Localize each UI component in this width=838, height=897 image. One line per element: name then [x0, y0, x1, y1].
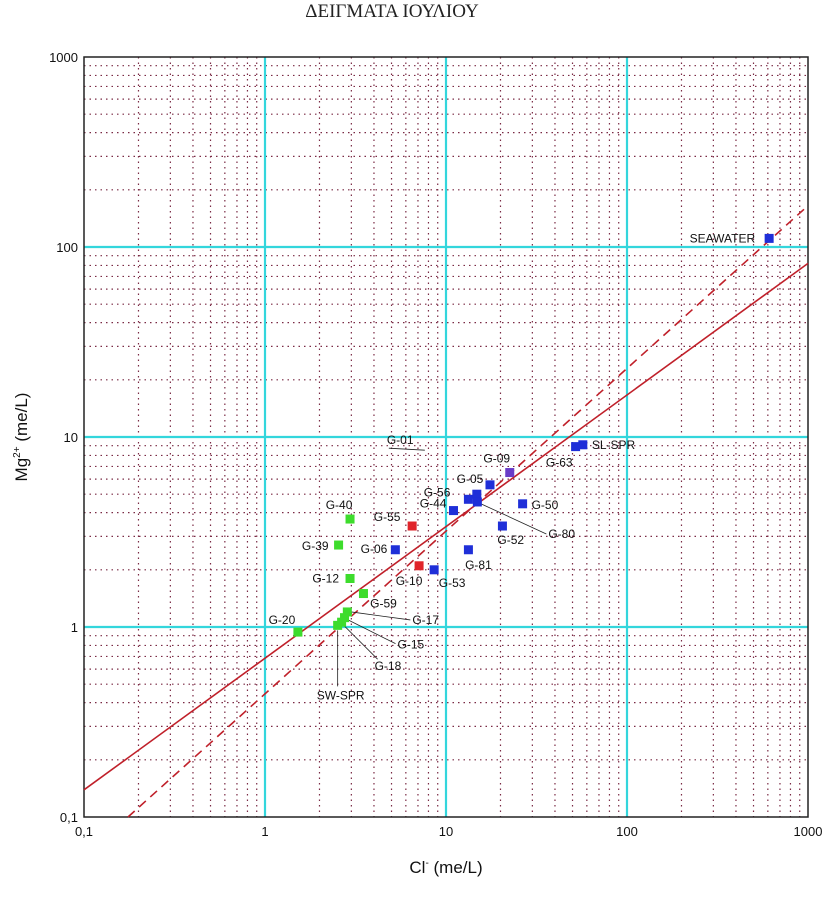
data-point-g-59: [358, 589, 368, 599]
point-label: G-63: [546, 456, 573, 470]
point-label: G-40: [326, 498, 353, 512]
point-label: G-56: [424, 485, 451, 499]
y-axis-ticks: 0,1 1 10 100 1000: [49, 50, 78, 825]
data-point-sl-spr: [578, 440, 588, 450]
point-label: G-55: [374, 510, 401, 524]
plot-frame: [83, 56, 809, 818]
point-label: G-06: [361, 542, 388, 556]
x-tick-label: 10: [439, 824, 453, 839]
x-axis-label-symbol: Cl: [409, 858, 425, 877]
y-axis-label-symbol: Mg: [12, 458, 31, 482]
dashed-reference-line: [127, 205, 809, 818]
point-label: G-05: [457, 472, 484, 486]
data-point-seawater: [764, 233, 774, 243]
y-tick-label: 1: [71, 620, 78, 635]
x-tick-label: 1: [261, 824, 268, 839]
solid-reference-line: [83, 262, 809, 791]
point-label: G-39: [302, 539, 329, 553]
data-point-g-10: [414, 561, 424, 571]
point-label: G-15: [398, 638, 425, 652]
leader-line: [388, 447, 425, 451]
point-label: G-80: [548, 527, 575, 541]
leader-line: [347, 619, 396, 645]
point-label: G-20: [269, 613, 296, 627]
data-point-labels: SEAWATER SL-SPR G-63 G-09 G-05 G-01 G-56 G-80 G-…: [269, 231, 756, 702]
data-point-g-56: [463, 494, 473, 504]
reference-lines: [83, 205, 809, 818]
y-tick-label: 0,1: [60, 810, 78, 825]
data-point-g-81: [463, 545, 473, 555]
data-point-g-05: [485, 480, 495, 490]
point-label: SEAWATER: [690, 231, 756, 245]
data-point-g-55: [407, 521, 417, 531]
label-leader-lines: [337, 447, 547, 687]
data-point-sw-spr: [333, 620, 343, 630]
major-grid: [84, 57, 808, 817]
data-point-g-12: [345, 573, 355, 583]
data-point-g-52: [497, 521, 507, 531]
data-point-g-39: [334, 540, 344, 550]
data-point-g-63: [571, 442, 581, 452]
y-axis-label: Mg2+ (me/L): [12, 393, 31, 482]
point-label: G-50: [532, 498, 559, 512]
data-point-g-50: [518, 499, 528, 509]
data-point-g-44: [448, 506, 458, 516]
data-point-g-20: [293, 627, 303, 637]
data-point-g-40: [345, 514, 355, 524]
point-label: G-12: [312, 571, 339, 585]
data-point-g-80: [472, 497, 482, 507]
point-label: G-10: [396, 574, 423, 588]
data-point-g-09: [505, 468, 515, 478]
y-tick-label: 10: [64, 430, 78, 445]
y-tick-label: 1000: [49, 50, 78, 65]
point-label: G-44: [420, 497, 447, 511]
point-label: G-53: [439, 576, 466, 590]
leader-line: [351, 611, 411, 621]
x-axis-label-superscript: -: [425, 858, 428, 869]
point-label: G-01: [387, 433, 414, 447]
chart-title: ΔΕΙΓΜΑΤΑ ΙΟΥΛΙΟΥ: [305, 1, 479, 22]
leader-line: [481, 503, 547, 535]
y-axis-label-unit: (me/L): [12, 393, 31, 447]
x-axis-label: Cl- (me/L): [409, 858, 482, 877]
data-point-g-01: [472, 489, 482, 499]
point-label: SL-SPR: [592, 438, 636, 452]
x-tick-label: 0,1: [75, 824, 93, 839]
point-label: SW-SPR: [317, 688, 365, 702]
point-label: G-59: [370, 597, 397, 611]
x-axis-label-unit: (me/L): [429, 858, 483, 877]
x-tick-label: 1000: [794, 824, 823, 839]
point-label: G-17: [412, 613, 439, 627]
point-label: G-81: [465, 558, 492, 572]
data-point-g-53: [429, 565, 439, 575]
x-tick-label: 100: [616, 824, 638, 839]
data-point-g-17: [342, 607, 352, 617]
point-label: G-09: [483, 452, 510, 466]
data-points: [293, 233, 774, 637]
y-axis-label-superscript: 2+: [12, 446, 23, 458]
point-label: G-52: [497, 533, 524, 547]
data-point-g-15: [340, 613, 350, 623]
leader-line: [343, 624, 378, 660]
y-tick-label: 100: [56, 240, 78, 255]
point-label: G-18: [375, 659, 402, 673]
x-axis-ticks: 0,1 1 10 100 1000: [75, 824, 823, 839]
data-point-g-06: [390, 545, 400, 555]
